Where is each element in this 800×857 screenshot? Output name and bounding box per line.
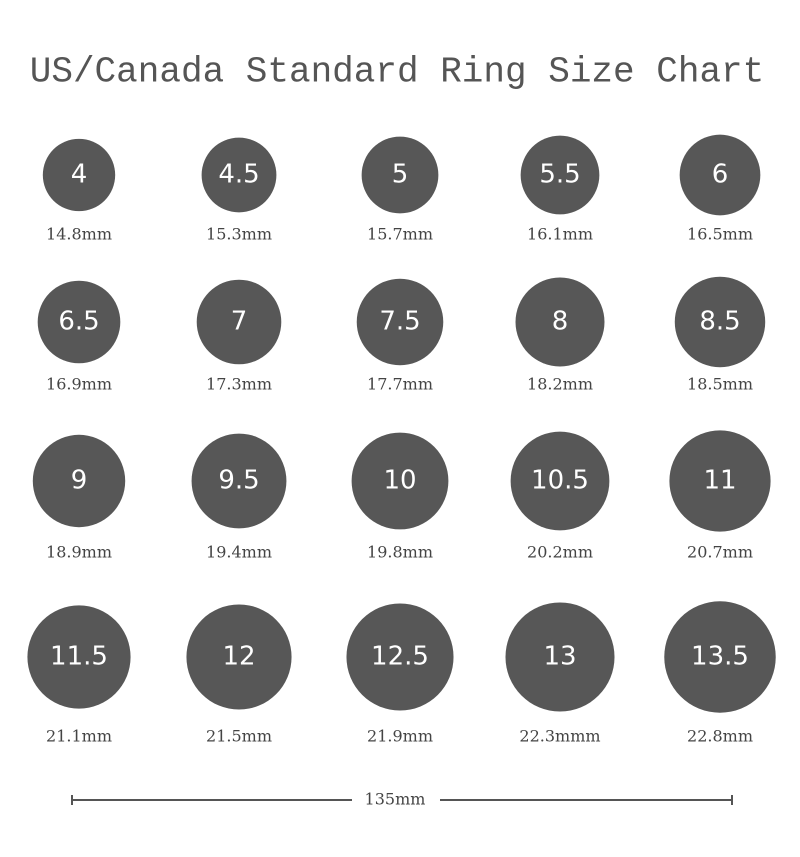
ring-size: 13.5 <box>691 642 749 672</box>
ring-diameter: 18.5mm <box>687 375 753 394</box>
ring-size: 5 <box>392 160 409 190</box>
ring-size: 11 <box>703 466 736 496</box>
ring-size: 7 <box>231 307 248 337</box>
ring-diameter: 22.8mm <box>687 727 753 746</box>
ring-diameter: 17.7mm <box>367 375 433 394</box>
ring-circle <box>196 279 282 365</box>
ring-diameter: 21.5mm <box>206 727 272 746</box>
ring-circle <box>674 276 766 368</box>
ring-circle <box>361 136 439 214</box>
ring-circle <box>505 602 615 712</box>
ring-circle <box>664 601 776 713</box>
ring-diameter: 21.9mm <box>367 727 433 746</box>
ring-circle <box>186 604 292 710</box>
ring-size: 11.5 <box>50 642 108 672</box>
ring-circle <box>201 137 277 213</box>
ring-size: 9 <box>71 466 88 496</box>
ring-circle <box>669 430 771 532</box>
ring-circle <box>356 278 444 366</box>
ring-circle <box>37 280 121 364</box>
ring-size: 10 <box>383 466 416 496</box>
ring-diameter: 21.1mm <box>46 727 112 746</box>
ring-circle <box>520 135 600 215</box>
ring-size: 5.5 <box>539 160 580 190</box>
ring-size: 7.5 <box>379 307 420 337</box>
ring-diameter: 14.8mm <box>46 225 112 244</box>
ring-circle <box>515 277 605 367</box>
ring-size: 8.5 <box>699 307 740 337</box>
scale-label: 135mm <box>365 790 426 809</box>
ring-diameter: 16.1mm <box>527 225 593 244</box>
ring-size: 6.5 <box>58 307 99 337</box>
ring-circle <box>346 603 454 711</box>
ring-diameter: 20.7mm <box>687 543 753 562</box>
ring-circle <box>32 434 126 528</box>
ring-diameter: 19.4mm <box>206 543 272 562</box>
ring-circle <box>351 432 449 530</box>
ring-circle <box>191 433 287 529</box>
ring-size: 12 <box>222 642 255 672</box>
ring-size: 9.5 <box>218 466 259 496</box>
ring-circle <box>42 138 116 212</box>
ring-diameter: 16.9mm <box>46 375 112 394</box>
ring-diameter: 15.3mm <box>206 225 272 244</box>
ring-circle <box>679 134 761 216</box>
ring-size: 10.5 <box>531 466 589 496</box>
ring-size: 12.5 <box>371 642 429 672</box>
ring-diameter: 19.8mm <box>367 543 433 562</box>
ring-size: 4 <box>71 160 88 190</box>
title: US/Canada Standard Ring Size Chart <box>30 52 765 93</box>
ring-size: 6 <box>712 160 729 190</box>
ring-diameter: 15.7mm <box>367 225 433 244</box>
ring-size: 4.5 <box>218 160 259 190</box>
ring-diameter: 22.3mmm <box>519 727 600 746</box>
ring-diameter: 18.2mm <box>527 375 593 394</box>
ring-size: 13 <box>543 642 576 672</box>
ring-circle <box>510 431 610 531</box>
ring-diameter: 16.5mm <box>687 225 753 244</box>
ring-diameter: 18.9mm <box>46 543 112 562</box>
ring-circle <box>27 605 131 709</box>
ring-size: 8 <box>552 307 569 337</box>
ring-diameter: 17.3mm <box>206 375 272 394</box>
ring-diameter: 20.2mm <box>527 543 593 562</box>
